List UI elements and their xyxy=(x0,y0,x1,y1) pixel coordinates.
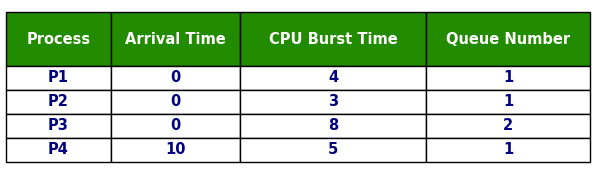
Text: 1: 1 xyxy=(503,94,513,109)
Text: P1: P1 xyxy=(48,70,69,85)
FancyBboxPatch shape xyxy=(111,138,240,162)
Text: CPU Burst Time: CPU Burst Time xyxy=(269,32,398,47)
FancyBboxPatch shape xyxy=(240,90,427,114)
Text: 5: 5 xyxy=(328,142,338,158)
FancyBboxPatch shape xyxy=(240,114,427,138)
FancyBboxPatch shape xyxy=(6,114,111,138)
FancyBboxPatch shape xyxy=(427,114,590,138)
FancyBboxPatch shape xyxy=(427,12,590,66)
FancyBboxPatch shape xyxy=(6,12,111,66)
Text: P3: P3 xyxy=(48,118,69,134)
Text: P2: P2 xyxy=(48,94,69,109)
Text: 3: 3 xyxy=(328,94,338,109)
Text: 0: 0 xyxy=(170,70,181,85)
FancyBboxPatch shape xyxy=(240,12,427,66)
Text: 0: 0 xyxy=(170,118,181,134)
FancyBboxPatch shape xyxy=(427,66,590,90)
Text: 2: 2 xyxy=(503,118,513,134)
FancyBboxPatch shape xyxy=(240,138,427,162)
FancyBboxPatch shape xyxy=(240,66,427,90)
Text: 8: 8 xyxy=(328,118,338,134)
Text: Arrival Time: Arrival Time xyxy=(125,32,226,47)
FancyBboxPatch shape xyxy=(6,138,111,162)
Text: 4: 4 xyxy=(328,70,338,85)
FancyBboxPatch shape xyxy=(6,90,111,114)
FancyBboxPatch shape xyxy=(427,90,590,114)
FancyBboxPatch shape xyxy=(111,12,240,66)
FancyBboxPatch shape xyxy=(111,66,240,90)
Text: 1: 1 xyxy=(503,70,513,85)
Text: Process: Process xyxy=(26,32,91,47)
FancyBboxPatch shape xyxy=(427,138,590,162)
Text: 10: 10 xyxy=(165,142,185,158)
Text: 1: 1 xyxy=(503,142,513,158)
FancyBboxPatch shape xyxy=(111,90,240,114)
FancyBboxPatch shape xyxy=(111,114,240,138)
Text: P4: P4 xyxy=(48,142,69,158)
Text: 0: 0 xyxy=(170,94,181,109)
FancyBboxPatch shape xyxy=(6,66,111,90)
Text: Queue Number: Queue Number xyxy=(446,32,570,47)
